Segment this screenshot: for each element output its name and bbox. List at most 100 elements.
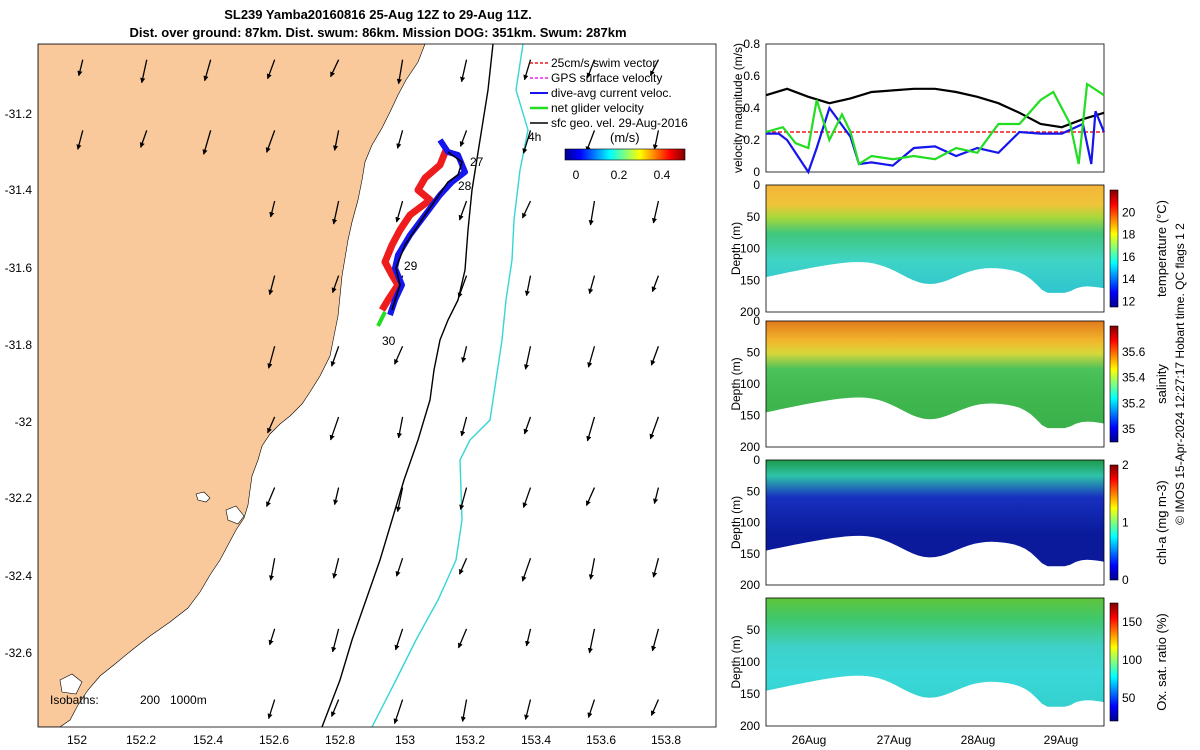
surface-vector-arrow <box>525 628 532 647</box>
surface-vector-arrow <box>586 59 596 79</box>
title-line-1: SL239 Yamba20160816 25-Aug 12Z to 29-Aug… <box>224 7 532 22</box>
section-ylabel: Depth (m) <box>729 357 743 410</box>
track-black-centerline <box>391 151 463 311</box>
surface-vector-arrow <box>457 275 468 299</box>
velocity-ylabel: velocity magnitude (m/s) <box>731 43 745 173</box>
surface-vector-arrow <box>524 275 532 297</box>
map-legend: 25cm/s swim vector GPS surface velocity … <box>530 56 688 182</box>
day-label-29: 29 <box>404 259 418 273</box>
surface-vector-arrow <box>652 558 660 578</box>
isobath-200-line <box>321 44 494 727</box>
velocity-ytick: 0.4 <box>743 101 760 115</box>
surface-vector-arrow <box>396 59 404 85</box>
surface-vector-arrow <box>587 628 596 654</box>
day-label-28: 28 <box>458 179 472 193</box>
map-xtick: 153.8 <box>651 733 681 747</box>
track-red-swim-vectors <box>378 148 450 312</box>
map-xtick: 152.4 <box>193 733 223 747</box>
day-label-4h: 4h <box>528 130 541 144</box>
surface-vector-arrow <box>331 628 340 653</box>
map-xtick: 153.6 <box>586 733 616 747</box>
section-ytick: 100 <box>740 655 760 669</box>
colorbar-tick: 14 <box>1122 272 1136 286</box>
surface-vector-arrow <box>524 699 532 721</box>
surface-vector-arrow <box>521 557 532 582</box>
section-colorbar <box>1109 602 1119 722</box>
surface-vector-arrow <box>396 130 404 149</box>
map-xtick: 152.8 <box>325 733 355 747</box>
map-ytick: -32.6 <box>5 646 33 660</box>
map-ytick: -32 <box>15 415 33 429</box>
surface-vector-arrow <box>331 275 340 294</box>
legend-entry-net: net glider velocity <box>551 101 644 115</box>
colorbar-tick: 35.4 <box>1122 371 1146 385</box>
colorbar-label: (m/s) <box>610 130 640 145</box>
surface-vector-arrow <box>76 130 84 150</box>
colorbar-tick: 1 <box>1122 516 1129 530</box>
surface-velocity-vectors <box>76 59 660 725</box>
surface-vector-arrow <box>650 346 660 366</box>
surface-vector-arrow <box>522 487 532 509</box>
isobath-caption-200: 200 <box>140 693 160 707</box>
date-axis: 26Aug 27Aug 28Aug 29Aug <box>792 733 1079 747</box>
section-ytick: 200 <box>740 578 760 592</box>
isobath-caption-1000: 1000m <box>170 693 207 707</box>
isobath-1000-line <box>371 44 529 727</box>
surface-vector-arrow <box>202 130 212 155</box>
map-ytick: -31.6 <box>5 261 33 275</box>
section-panel-3: 0 50 100 150 200 Depth (m) 0 1 2 chl-a (mg m-3) <box>729 453 1169 592</box>
surface-vector-arrow <box>649 416 660 440</box>
velocity-ytick: 0.6 <box>743 69 760 83</box>
section-ytick: 100 <box>740 516 760 530</box>
surface-vector-arrow <box>332 130 340 151</box>
section-ytick: 150 <box>740 273 760 287</box>
velocity-panel: 0 0.2 0.4 0.6 0.8 velocity magnitude (m/… <box>731 37 1106 179</box>
section-ylabel: Depth (m) <box>729 635 743 688</box>
surface-vector-arrow <box>461 346 468 363</box>
map-panel: 27 28 29 30 4h Isobaths: 200 1000m 152 1… <box>5 43 717 747</box>
colorbar-tick: 2 <box>1122 458 1129 472</box>
surface-vector-arrow <box>266 59 276 80</box>
map-xtick: 152.6 <box>259 733 289 747</box>
map-ytick: -32.4 <box>5 569 33 583</box>
map-frame <box>37 43 717 728</box>
colorbar-label: temperature (°C) <box>1154 200 1169 297</box>
day-label-27: 27 <box>470 155 484 169</box>
surface-vector-arrow <box>587 699 596 719</box>
section-colorbar <box>1109 464 1119 581</box>
section-ytick: 100 <box>740 377 760 391</box>
surface-vector-arrow <box>588 558 596 580</box>
section-ytick: 50 <box>747 484 761 498</box>
section-ytick: 50 <box>747 623 761 637</box>
day-label-30: 30 <box>382 334 396 348</box>
surface-vector-arrow <box>203 59 212 82</box>
section-data-field <box>766 460 1104 567</box>
map-xtick: 152 <box>67 733 87 747</box>
map-ytick: -31.8 <box>5 338 33 352</box>
surface-vector-arrow <box>395 200 404 223</box>
section-ytick: 0 <box>753 453 760 467</box>
map-ytick: -32.2 <box>5 491 33 505</box>
section-frame <box>765 459 1105 586</box>
section-ytick: 100 <box>740 242 760 256</box>
surface-vector-arrow <box>651 628 660 652</box>
surface-vector-arrow <box>459 487 468 511</box>
velocity-ytick: 0.8 <box>743 37 760 51</box>
surface-vector-arrow <box>585 487 596 507</box>
surface-vector-arrow <box>653 487 660 505</box>
surface-vector-arrow <box>460 699 468 723</box>
surface-vector-arrow <box>460 59 468 83</box>
isobath-caption: Isobaths: 200 1000m <box>50 693 207 707</box>
legend-entry-swim: 25cm/s swim vector <box>551 56 656 70</box>
section-panel-4: 50 100 150 200 Depth (m) 50 100 150 Ox. sat. rat… <box>729 597 1169 733</box>
section-ytick: 0 <box>753 314 760 328</box>
section-ytick: 200 <box>740 305 760 319</box>
surface-vector-arrow <box>588 275 596 295</box>
surface-vector-arrow <box>268 275 276 296</box>
section-ytick: 150 <box>740 687 760 701</box>
surface-vector-arrow <box>330 346 340 367</box>
date-tick: 26Aug <box>792 733 827 747</box>
velocity-series-line <box>765 82 1105 166</box>
surface-vector-arrow <box>457 628 468 649</box>
